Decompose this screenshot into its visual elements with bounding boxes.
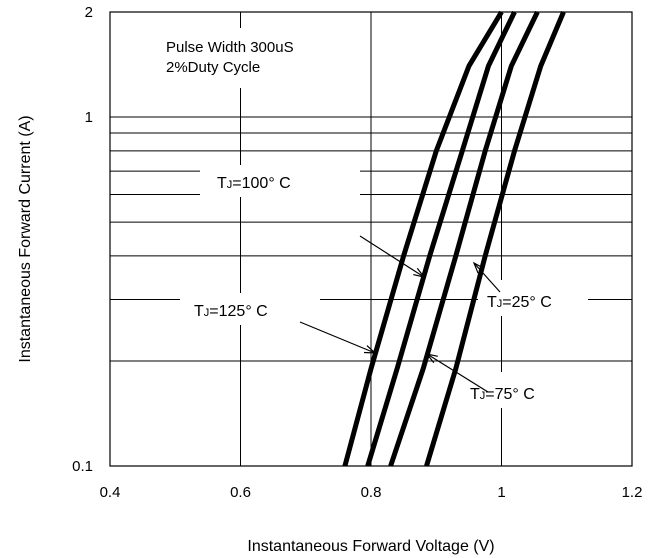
annotation-duty-cycle: 2%Duty Cycle — [166, 59, 260, 76]
label-background — [180, 293, 320, 325]
series-label-pointer — [473, 262, 501, 293]
series-label-4: TJ=25° C — [487, 294, 552, 311]
series-labels: TJ=125° C TJ=100° C TJ=75° C TJ=25° C — [194, 175, 552, 403]
grid — [110, 12, 632, 466]
y-tick-label: 2 — [85, 4, 93, 21]
plot-frame — [109, 11, 633, 467]
y-tick-label: 1 — [85, 109, 93, 126]
x-tick-label: 1 — [497, 484, 505, 501]
label-background — [200, 165, 360, 197]
series-line-2 — [365, 10, 517, 467]
x-tick-label: 0.4 — [100, 484, 121, 501]
annotation-pulse-width: Pulse Width 300uS — [166, 39, 294, 56]
label-background — [465, 372, 575, 408]
y-tick-label: 0.1 — [72, 458, 93, 475]
y-axis-label: Instantaneous Forward Current (A) — [17, 115, 34, 362]
label-background — [150, 28, 310, 88]
series-label-pointer — [359, 235, 425, 278]
arrow-head — [363, 345, 377, 354]
axis-ticks: 0.4 0.6 0.8 1 1.2 0.1 1 2 — [72, 4, 642, 501]
series-label-1: TJ=125° C — [194, 303, 268, 320]
series-label-pointer — [299, 321, 376, 354]
x-axis-label: Instantaneous Forward Voltage (V) — [247, 538, 494, 555]
series-label-3: TJ=75° C — [470, 386, 535, 403]
series-line-3 — [388, 10, 540, 467]
series-line-1 — [342, 10, 504, 467]
series-line-4 — [424, 11, 566, 467]
x-tick-label: 0.6 — [230, 484, 251, 501]
arrow-head — [425, 353, 438, 364]
series-label-2: TJ=100° C — [217, 175, 291, 192]
series-curves — [342, 10, 566, 467]
series-label-pointer — [426, 353, 489, 393]
x-tick-label: 1.2 — [622, 484, 643, 501]
label-background — [478, 280, 588, 316]
arrow-head — [472, 261, 484, 274]
x-tick-label: 0.8 — [361, 484, 382, 501]
arrow-head — [413, 267, 426, 278]
